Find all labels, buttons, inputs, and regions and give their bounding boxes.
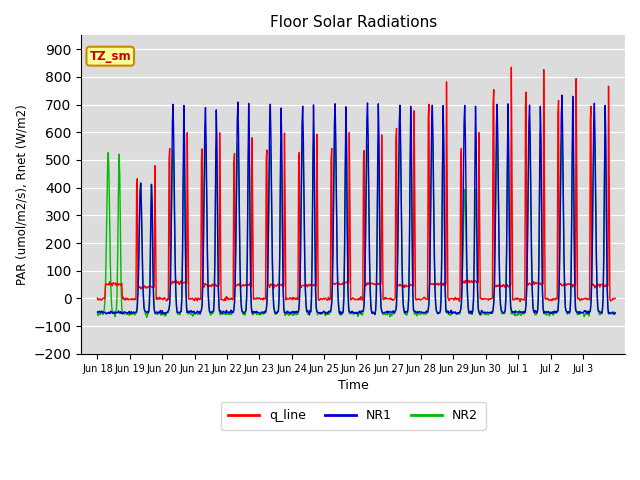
NR1 (410, 308, 418, 314)
q_line (93, 295, 101, 301)
NR2 (276, 246, 284, 252)
q_line (508, 64, 515, 70)
q_line (410, 283, 417, 289)
q_line (516, 299, 524, 304)
NR1 (250, 309, 257, 314)
q_line (250, 297, 257, 302)
Text: TZ_sm: TZ_sm (90, 49, 131, 63)
Line: q_line: q_line (97, 67, 615, 301)
NR1 (371, 312, 379, 317)
NR2 (411, 312, 419, 317)
NR1 (154, 309, 162, 315)
Line: NR1: NR1 (97, 95, 615, 314)
NR1 (275, 297, 283, 302)
q_line (295, 158, 303, 164)
Title: Floor Solar Radiations: Floor Solar Radiations (269, 15, 436, 30)
Line: NR2: NR2 (97, 130, 615, 317)
q_line (275, 282, 283, 288)
NR1 (295, 308, 303, 313)
Legend: q_line, NR1, NR2: q_line, NR1, NR2 (221, 402, 486, 430)
NR1 (558, 92, 566, 98)
NR2 (611, 310, 619, 316)
Y-axis label: PAR (umol/m2/s), Rnet (W/m2): PAR (umol/m2/s), Rnet (W/m2) (15, 104, 28, 285)
NR2 (332, 127, 339, 132)
q_line (611, 296, 619, 301)
NR1 (93, 309, 101, 315)
NR2 (155, 311, 163, 316)
NR2 (296, 298, 303, 304)
NR2 (143, 314, 150, 320)
NR1 (611, 310, 619, 316)
q_line (438, 281, 446, 287)
NR2 (440, 156, 447, 162)
X-axis label: Time: Time (338, 379, 369, 392)
q_line (154, 296, 162, 302)
NR2 (93, 311, 101, 316)
NR1 (439, 103, 447, 108)
NR2 (250, 311, 258, 316)
